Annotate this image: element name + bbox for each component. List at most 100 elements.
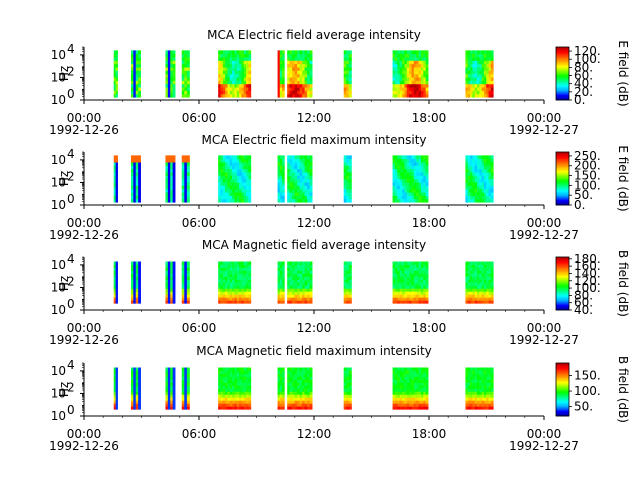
heat-cell bbox=[490, 83, 494, 88]
heat-cell bbox=[302, 400, 306, 404]
heat-cell bbox=[465, 178, 469, 183]
heat-cell bbox=[423, 67, 427, 71]
heat-cell bbox=[402, 288, 405, 292]
heat-cell bbox=[413, 195, 417, 200]
heat-cell bbox=[289, 388, 293, 392]
heat-cell bbox=[299, 406, 303, 410]
heat-cell bbox=[222, 282, 226, 286]
heat-cell bbox=[220, 391, 224, 395]
heat-cell bbox=[411, 288, 415, 292]
heat-cell bbox=[130, 285, 134, 289]
heat-cell bbox=[402, 394, 405, 398]
heat-cell bbox=[299, 67, 303, 71]
heat-cell bbox=[234, 394, 238, 398]
heat-cell bbox=[488, 165, 492, 170]
heat-cell bbox=[420, 195, 424, 200]
heat-cell bbox=[472, 50, 476, 55]
heat-cell bbox=[172, 297, 176, 301]
heat-cell bbox=[488, 267, 492, 271]
heat-cell bbox=[404, 388, 408, 392]
heat-cell bbox=[277, 185, 281, 190]
heat-cell bbox=[477, 267, 480, 271]
heat-cell bbox=[416, 288, 419, 292]
heat-cell bbox=[294, 370, 298, 374]
heat-cell bbox=[181, 376, 185, 380]
heat-cell bbox=[477, 83, 480, 88]
y-tick-label: 10 bbox=[51, 386, 66, 400]
heat-cell bbox=[170, 376, 174, 380]
heat-cell bbox=[397, 90, 401, 95]
heat-cell bbox=[184, 370, 188, 374]
heat-cell bbox=[399, 83, 403, 88]
heat-cell bbox=[402, 168, 405, 173]
heat-cell bbox=[411, 403, 415, 407]
heat-cell bbox=[399, 67, 403, 71]
heat-cell bbox=[392, 57, 396, 61]
heat-cell bbox=[411, 367, 415, 371]
heat-cell bbox=[420, 165, 424, 170]
heat-cell bbox=[483, 288, 487, 292]
heat-cell bbox=[287, 83, 291, 88]
heat-cell bbox=[394, 83, 398, 88]
heat-cell bbox=[413, 70, 417, 75]
heat-cell bbox=[113, 178, 117, 183]
heat-cell bbox=[465, 388, 469, 392]
heat-cell bbox=[294, 385, 298, 389]
heat-cell bbox=[279, 297, 283, 301]
heat-cell bbox=[477, 50, 480, 55]
heat-cell bbox=[420, 175, 424, 180]
heat-cell bbox=[423, 73, 427, 78]
heat-cell bbox=[165, 185, 169, 190]
heat-cell bbox=[411, 90, 415, 95]
heat-cell bbox=[115, 397, 118, 401]
heat-cell bbox=[165, 400, 169, 404]
heat-cell bbox=[115, 297, 118, 301]
heat-cell bbox=[409, 300, 412, 304]
colorbar-swatch bbox=[556, 64, 569, 66]
heat-cell bbox=[465, 155, 469, 160]
heat-cell bbox=[170, 388, 174, 392]
heat-cell bbox=[165, 67, 169, 71]
heat-cell bbox=[133, 63, 137, 68]
heat-cell bbox=[309, 391, 313, 395]
colorbar-swatch bbox=[556, 56, 569, 58]
heat-cell bbox=[229, 285, 233, 289]
heat-cell bbox=[411, 376, 415, 380]
heat-cell bbox=[279, 300, 283, 304]
heat-cell bbox=[416, 70, 419, 75]
heat-cell bbox=[399, 264, 403, 268]
heat-cell bbox=[416, 394, 419, 398]
heat-cell bbox=[289, 270, 293, 274]
heat-cell bbox=[130, 77, 134, 81]
heat-cell bbox=[481, 67, 485, 71]
heat-cell bbox=[292, 388, 296, 392]
heat-cell bbox=[409, 192, 412, 196]
heat-cell bbox=[138, 185, 141, 190]
heat-cell bbox=[225, 388, 228, 392]
heat-cell bbox=[292, 80, 296, 85]
heat-cell bbox=[472, 70, 476, 75]
heat-cell bbox=[222, 373, 226, 377]
heat-cell bbox=[418, 403, 422, 407]
heat-cell bbox=[130, 93, 134, 98]
heat-cell bbox=[423, 267, 427, 271]
heat-cell bbox=[418, 90, 422, 95]
heat-cell bbox=[479, 397, 483, 401]
heat-cell bbox=[483, 279, 487, 283]
heat-cell bbox=[302, 373, 306, 377]
heat-cell bbox=[490, 182, 494, 186]
heat-cell bbox=[304, 73, 308, 78]
colorbar-swatch bbox=[556, 47, 569, 49]
heat-cell bbox=[220, 406, 224, 410]
x-tick-label: 12:00 bbox=[297, 427, 332, 441]
heat-cell bbox=[413, 388, 417, 392]
heat-cell bbox=[113, 175, 117, 180]
heat-cell bbox=[472, 294, 476, 298]
heat-cell bbox=[490, 175, 494, 180]
heat-cell bbox=[170, 93, 174, 98]
heat-cell bbox=[248, 178, 252, 183]
heat-cell bbox=[404, 80, 408, 85]
heat-cell bbox=[490, 178, 494, 183]
heat-cell bbox=[307, 178, 310, 183]
heat-cell bbox=[404, 195, 408, 200]
